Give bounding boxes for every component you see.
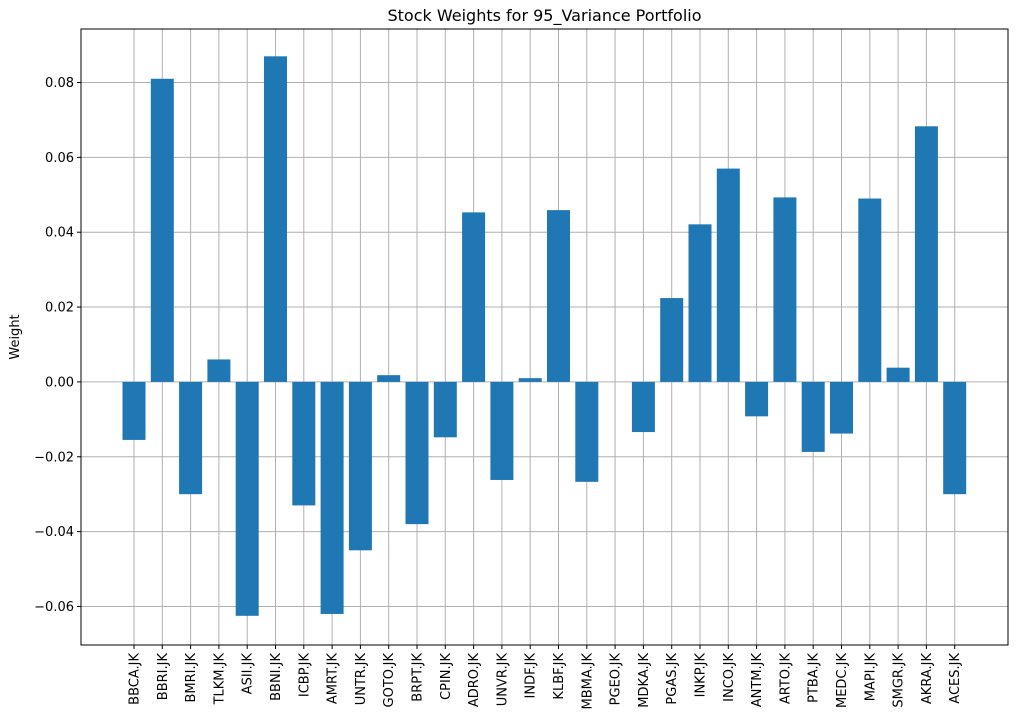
x-tick-label: PGAS.JK bbox=[665, 653, 680, 705]
bar bbox=[631, 381, 655, 433]
bar bbox=[179, 381, 203, 495]
y-axis-label: Weight bbox=[8, 314, 23, 359]
y-tick-label: 0.04 bbox=[45, 226, 74, 241]
bar bbox=[858, 198, 882, 382]
bar bbox=[575, 381, 599, 482]
x-tick-label: MAPI.JK bbox=[863, 653, 878, 702]
x-tick-label: PGEO.JK bbox=[609, 653, 624, 706]
x-tick-label: ADRO.JK bbox=[467, 653, 482, 708]
x-tick-label: MBMA.JK bbox=[580, 653, 595, 710]
bar bbox=[292, 381, 316, 506]
bar bbox=[660, 298, 684, 382]
bar bbox=[745, 381, 769, 417]
bar bbox=[716, 168, 740, 382]
y-tick-label: 0.06 bbox=[45, 151, 74, 166]
x-tick-label: ARTO.JK bbox=[778, 653, 793, 705]
bar bbox=[150, 78, 174, 382]
x-tick-label: BRPT.JK bbox=[411, 653, 426, 702]
x-tick-label: AMRT.JK bbox=[326, 653, 341, 705]
x-tick-label: ASII.JK bbox=[241, 653, 256, 695]
bar bbox=[830, 381, 853, 434]
plot-frame bbox=[80, 28, 1009, 646]
bar bbox=[405, 381, 429, 525]
x-tick-label: BMRI.JK bbox=[184, 653, 199, 703]
x-tick-label: ACES.JK bbox=[948, 653, 963, 704]
x-tick-label: BBNI.JK bbox=[269, 653, 284, 701]
x-tick-label: AKRA.JK bbox=[920, 653, 935, 705]
x-tick-label: UNTR.JK bbox=[354, 653, 369, 706]
x-tick-label: UNVR.JK bbox=[495, 653, 510, 707]
bar bbox=[773, 197, 797, 382]
x-tick-label: GOTO.JK bbox=[382, 653, 397, 708]
bar bbox=[433, 381, 457, 438]
y-tick-label: 0.02 bbox=[45, 301, 74, 316]
x-axis-ticks: BBCA.JK BBRI.JK BMRI.JK TLKM.JK ASII.JK BBNI.… bbox=[128, 645, 963, 710]
y-axis-ticks: −0.06 −0.04 −0.02 0.00 0.02 0.04 0.06 0.08 bbox=[34, 76, 81, 615]
x-tick-label: BBRI.JK bbox=[156, 653, 171, 701]
x-tick-label: BBCA.JK bbox=[128, 653, 143, 705]
x-tick-label: ICBP.JK bbox=[297, 653, 312, 698]
bar bbox=[207, 359, 231, 382]
bar bbox=[462, 212, 486, 382]
x-tick-label: INKP.JK bbox=[694, 653, 709, 698]
x-tick-label: INCO.JK bbox=[722, 653, 737, 702]
x-tick-label: CPIN.JK bbox=[439, 653, 454, 700]
bar bbox=[122, 381, 146, 440]
bar bbox=[377, 375, 401, 382]
bar bbox=[518, 378, 542, 382]
bar bbox=[914, 126, 938, 382]
x-tick-label: ANTM.JK bbox=[750, 653, 765, 708]
y-tick-label: 0.08 bbox=[45, 76, 74, 91]
x-tick-label: MEDC.JK bbox=[835, 653, 850, 708]
bar bbox=[264, 56, 287, 382]
bar bbox=[490, 381, 514, 480]
bar bbox=[801, 381, 825, 452]
x-tick-label: MDKA.JK bbox=[637, 653, 652, 708]
x-tick-label: TLKM.JK bbox=[212, 653, 227, 706]
bar bbox=[943, 381, 967, 495]
chart-title: Stock Weights for 95_Variance Portfolio bbox=[388, 6, 702, 26]
x-tick-label: INDF.JK bbox=[524, 653, 539, 699]
y-tick-label: −0.02 bbox=[34, 450, 74, 465]
bars bbox=[122, 56, 967, 616]
y-tick-label: −0.06 bbox=[34, 600, 74, 615]
bar bbox=[320, 381, 344, 614]
y-tick-label: 0.00 bbox=[45, 375, 74, 390]
y-tick-label: −0.04 bbox=[34, 525, 74, 540]
bar bbox=[886, 367, 910, 382]
bar bbox=[235, 381, 259, 616]
x-tick-label: SMGR.JK bbox=[892, 653, 907, 708]
bar bbox=[688, 224, 712, 382]
bar bbox=[348, 381, 372, 551]
bar bbox=[547, 210, 570, 382]
x-tick-label: KLBF.JK bbox=[552, 653, 567, 700]
x-tick-label: PTBA.JK bbox=[807, 653, 822, 703]
